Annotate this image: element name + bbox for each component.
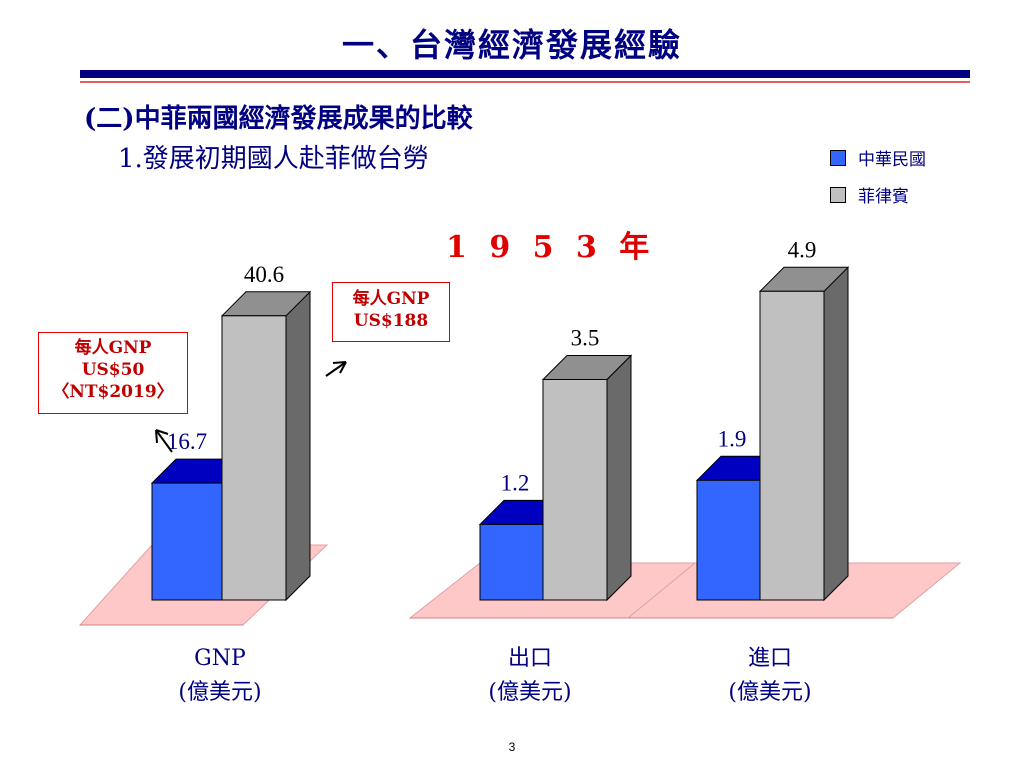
arrow-icon bbox=[155, 429, 173, 453]
callout-taiwan-gnp-per-capita: 每人GNP US$50 〈NT$2019〉 bbox=[38, 332, 188, 414]
category-name: 出口 bbox=[507, 646, 552, 671]
data-label-2-0: 1.9 bbox=[718, 426, 747, 451]
bar-1-1 bbox=[542, 379, 608, 601]
callout-line: 〈NT$2019〉 bbox=[52, 382, 174, 402]
year-label: 1 9 5 3 年 bbox=[446, 230, 656, 265]
bar-side-2-1 bbox=[823, 266, 849, 602]
bar-top-0-0 bbox=[150, 458, 223, 484]
page-title: 一、台灣經濟發展經驗 bbox=[341, 26, 682, 64]
legend-label-roc: 中華民國 bbox=[858, 150, 926, 170]
legend-label-philippines: 菲律賓 bbox=[858, 187, 909, 207]
legend-item-philippines: 菲律賓 bbox=[830, 182, 909, 207]
bar-top-1-0 bbox=[478, 499, 551, 525]
callout-line: 每人GNP bbox=[74, 338, 152, 358]
category-label-exports: 出口 (億美元) bbox=[440, 642, 620, 710]
title-rule-thin bbox=[80, 81, 970, 83]
legend-item-roc: 中華民國 bbox=[830, 145, 926, 170]
data-label-1-0: 1.2 bbox=[501, 470, 530, 495]
section-subheading: 1.發展初期國人赴菲做台勞 bbox=[118, 144, 429, 174]
category-label-imports: 進口 (億美元) bbox=[680, 642, 860, 710]
category-unit: (億美元) bbox=[728, 680, 812, 705]
bar-2-1 bbox=[759, 290, 825, 601]
bar-0-1 bbox=[221, 315, 287, 601]
arrow-icon bbox=[325, 361, 347, 377]
callout-line: 每人GNP bbox=[352, 289, 430, 309]
callout-line: US$188 bbox=[353, 311, 429, 331]
category-unit: (億美元) bbox=[178, 680, 262, 705]
callout-philippines-gnp-per-capita: 每人GNP US$188 bbox=[332, 282, 450, 342]
bar-side-0-1 bbox=[285, 290, 311, 602]
section-heading: (二)中菲兩國經濟發展成果的比較 bbox=[84, 104, 473, 134]
page-number: 3 bbox=[508, 740, 516, 754]
callout-line: US$50 bbox=[81, 360, 145, 380]
bar-top-2-0 bbox=[695, 455, 768, 481]
bar-2-0 bbox=[696, 479, 768, 601]
category-label-gnp: GNP (億美元) bbox=[130, 642, 310, 710]
category-unit: (億美元) bbox=[488, 680, 572, 705]
category-name: GNP bbox=[194, 646, 246, 671]
bar-side-1-1 bbox=[606, 354, 632, 602]
title-rule-thick bbox=[80, 70, 970, 78]
legend-swatch-roc bbox=[830, 149, 846, 166]
bar-0-0 bbox=[151, 482, 223, 601]
legend-swatch-philippines bbox=[830, 186, 846, 203]
data-label-0-1: 40.6 bbox=[244, 262, 284, 287]
data-label-2-1: 4.9 bbox=[788, 237, 817, 262]
category-name: 進口 bbox=[747, 646, 792, 671]
data-label-1-1: 3.5 bbox=[571, 326, 600, 351]
data-label-0-0: 16.7 bbox=[167, 429, 207, 454]
bar-1-0 bbox=[479, 523, 551, 601]
